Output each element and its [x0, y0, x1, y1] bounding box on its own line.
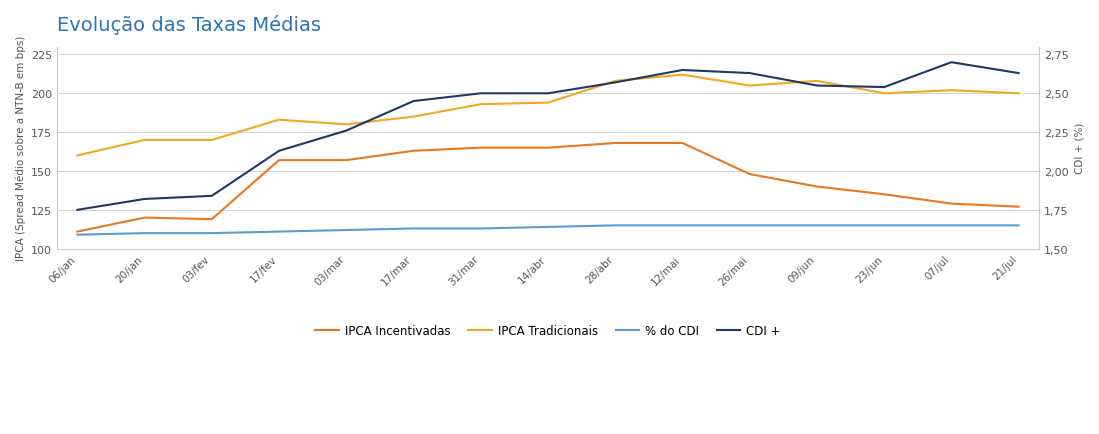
% do CDI: [1012, 223, 1025, 228]
IPCA Tradicionais: [1012, 92, 1025, 97]
CDI +: [743, 71, 756, 76]
Text: Evolução das Taxas Médias: Evolução das Taxas Médias: [57, 15, 321, 35]
IPCA Tradicionais: [609, 79, 622, 84]
CDI +: [945, 60, 958, 66]
IPCA Tradicionais: [542, 101, 555, 106]
IPCA Incentivadas: [945, 201, 958, 207]
% do CDI: [138, 231, 152, 236]
CDI +: [407, 99, 420, 105]
% do CDI: [743, 223, 756, 228]
CDI +: [609, 81, 622, 86]
IPCA Tradicionais: [340, 122, 353, 128]
CDI +: [340, 128, 353, 134]
IPCA Incentivadas: [70, 230, 84, 235]
CDI +: [138, 197, 152, 202]
% do CDI: [878, 223, 891, 228]
% do CDI: [810, 223, 823, 228]
CDI +: [878, 85, 891, 90]
% do CDI: [407, 227, 420, 232]
IPCA Incentivadas: [810, 184, 823, 190]
IPCA Tradicionais: [810, 79, 823, 84]
IPCA Tradicionais: [206, 138, 219, 143]
CDI +: [542, 92, 555, 97]
IPCA Incentivadas: [676, 141, 689, 146]
CDI +: [474, 92, 487, 97]
% do CDI: [542, 225, 555, 230]
% do CDI: [70, 233, 84, 238]
CDI +: [273, 149, 286, 154]
CDI +: [810, 84, 823, 89]
IPCA Incentivadas: [474, 146, 487, 151]
IPCA Incentivadas: [138, 216, 152, 221]
% do CDI: [474, 227, 487, 232]
IPCA Incentivadas: [340, 158, 353, 163]
% do CDI: [676, 223, 689, 228]
IPCA Incentivadas: [273, 158, 286, 163]
Y-axis label: IPCA (Spread Médio sobre a NTN-B em bps): IPCA (Spread Médio sobre a NTN-B em bps): [15, 36, 25, 261]
IPCA Tradicionais: [743, 84, 756, 89]
IPCA Tradicionais: [945, 89, 958, 94]
% do CDI: [273, 230, 286, 235]
IPCA Tradicionais: [70, 154, 84, 159]
IPCA Incentivadas: [407, 149, 420, 154]
% do CDI: [609, 223, 622, 228]
CDI +: [206, 194, 219, 199]
IPCA Incentivadas: [1012, 205, 1025, 210]
IPCA Incentivadas: [609, 141, 622, 146]
IPCA Incentivadas: [542, 146, 555, 151]
Line: IPCA Tradicionais: IPCA Tradicionais: [77, 76, 1019, 156]
IPCA Tradicionais: [138, 138, 152, 143]
% do CDI: [340, 228, 353, 233]
CDI +: [676, 68, 689, 73]
Line: IPCA Incentivadas: IPCA Incentivadas: [77, 144, 1019, 232]
% do CDI: [206, 231, 219, 236]
CDI +: [1012, 71, 1025, 76]
IPCA Tradicionais: [407, 115, 420, 120]
Line: CDI +: CDI +: [77, 63, 1019, 210]
IPCA Tradicionais: [676, 73, 689, 78]
IPCA Tradicionais: [878, 92, 891, 97]
% do CDI: [945, 223, 958, 228]
CDI +: [70, 208, 84, 213]
IPCA Tradicionais: [273, 118, 286, 123]
Line: % do CDI: % do CDI: [77, 226, 1019, 235]
IPCA Tradicionais: [474, 102, 487, 108]
IPCA Incentivadas: [206, 217, 219, 222]
IPCA Incentivadas: [878, 192, 891, 197]
Y-axis label: CDI + (%): CDI + (%): [1074, 123, 1084, 174]
Legend: IPCA Incentivadas, IPCA Tradicionais, % do CDI, CDI +: IPCA Incentivadas, IPCA Tradicionais, % …: [311, 319, 786, 342]
IPCA Incentivadas: [743, 172, 756, 177]
